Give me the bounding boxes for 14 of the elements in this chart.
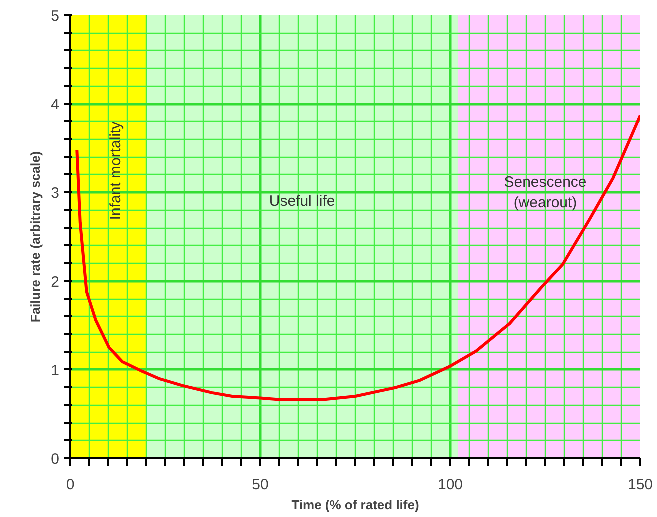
y-tick-label: 1 <box>51 362 60 380</box>
x-tick-label: 100 <box>438 476 464 494</box>
y-tick-label: 4 <box>51 96 60 114</box>
x-axis-title: Time (% of rated life) <box>292 498 420 512</box>
y-tick-label: 2 <box>51 274 60 291</box>
y-tick-label: 0 <box>51 451 60 468</box>
y-tick-label: 5 <box>51 8 60 25</box>
x-tick-label: 0 <box>66 476 75 494</box>
y-axis-title: Failure rate (arbitrary scale) <box>28 151 44 323</box>
x-tick-label: 50 <box>252 476 269 494</box>
line-series <box>76 114 640 402</box>
band-label: Infant mortality <box>108 121 125 220</box>
x-tick-label: 150 <box>628 476 654 494</box>
y-tick-label: 3 <box>51 185 60 202</box>
